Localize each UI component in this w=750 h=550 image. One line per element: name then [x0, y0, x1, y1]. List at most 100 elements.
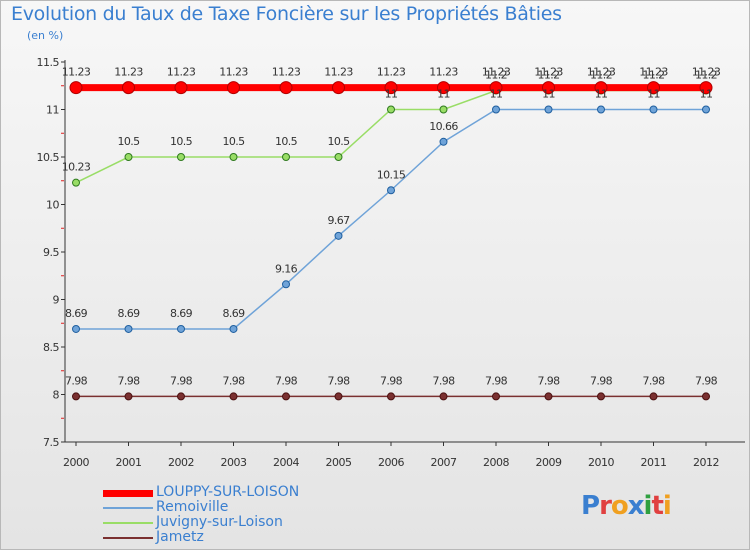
data-point — [282, 280, 290, 289]
data-point — [544, 392, 553, 401]
data-label: 11.2 — [590, 69, 612, 82]
x-tick-label: 2010 — [588, 456, 614, 469]
data-point — [544, 105, 553, 114]
data-label: 11.23 — [272, 66, 301, 79]
data-label: 8.69 — [170, 307, 193, 320]
data-point — [649, 105, 658, 114]
data-label: 8.69 — [222, 307, 245, 320]
legend-swatch — [103, 537, 153, 539]
logo-letter: i — [643, 491, 653, 521]
data-point — [334, 231, 343, 240]
data-point — [69, 81, 83, 95]
data-label: 11.23 — [692, 66, 721, 79]
data-label: 11.23 — [167, 66, 196, 79]
data-point — [229, 392, 238, 401]
data-label: 7.98 — [117, 374, 140, 387]
data-label: 11.23 — [324, 66, 353, 79]
data-point — [387, 392, 395, 401]
data-label: 7.98 — [327, 374, 350, 387]
data-point — [387, 105, 395, 114]
data-label: 11 — [385, 88, 398, 101]
y-tick-label: 11 — [46, 104, 59, 117]
data-point — [492, 105, 500, 114]
logo-letter: t — [651, 491, 663, 521]
y-tick-label: 8.5 — [43, 341, 59, 354]
data-label: 11 — [647, 88, 660, 101]
data-label: 10.15 — [377, 168, 406, 181]
data-label: 7.98 — [590, 374, 613, 387]
data-point — [227, 81, 240, 95]
data-point — [229, 324, 238, 333]
data-point — [702, 105, 710, 114]
proxiti-logo: Proxiti — [581, 491, 672, 521]
data-point — [542, 81, 555, 95]
data-point — [439, 105, 448, 114]
y-tick-label: 11.5 — [37, 56, 60, 69]
data-point — [647, 81, 660, 95]
data-label: 7.98 — [275, 374, 298, 387]
data-label: 11.23 — [62, 66, 91, 79]
data-point — [594, 81, 608, 95]
data-label: 11.23 — [219, 66, 248, 79]
data-point — [72, 324, 80, 333]
y-tick-label: 10.5 — [37, 151, 60, 164]
data-label: 11.23 — [534, 66, 563, 79]
data-point — [439, 392, 448, 401]
y-tick-label: 10 — [46, 199, 59, 212]
data-point — [702, 392, 710, 401]
data-label: 10.5 — [327, 135, 350, 148]
data-point — [282, 153, 290, 161]
data-label: 9.67 — [327, 214, 350, 227]
data-point — [387, 186, 395, 195]
x-tick-label: 2012 — [693, 456, 719, 469]
legend-label: Juvigny-sur-Loison — [156, 514, 283, 530]
legend-label: LOUPPY-SUR-LOISON — [156, 484, 300, 500]
data-point — [177, 153, 185, 161]
data-label: 11 — [700, 88, 713, 101]
data-point — [334, 392, 343, 401]
data-label: 8.69 — [117, 307, 140, 320]
data-label: 7.98 — [170, 374, 193, 387]
data-point — [177, 392, 185, 401]
legend-label: Remoiville — [156, 499, 229, 515]
data-label: 7.98 — [695, 374, 718, 387]
data-point — [72, 178, 80, 187]
data-point — [122, 81, 135, 95]
x-tick-label: 2000 — [63, 456, 89, 469]
data-label: 7.98 — [485, 374, 508, 387]
logo-letter: P — [581, 491, 600, 521]
data-point — [597, 105, 605, 114]
data-label: 11.23 — [114, 66, 143, 79]
data-label: 10.66 — [429, 120, 458, 133]
data-label: 9.16 — [275, 262, 298, 275]
data-point — [174, 81, 188, 95]
data-label: 7.98 — [432, 374, 455, 387]
data-point — [72, 392, 80, 401]
data-point — [437, 81, 450, 95]
data-point — [124, 392, 133, 401]
chart-subtitle: (en %) — [27, 29, 64, 42]
y-tick-label: 9 — [53, 294, 60, 307]
y-tick-label: 9.5 — [43, 246, 59, 259]
data-label: 10.5 — [275, 135, 298, 148]
data-point — [489, 81, 503, 95]
data-point — [597, 392, 605, 401]
legend-swatch — [103, 522, 153, 524]
data-point — [229, 153, 238, 161]
data-label: 7.98 — [65, 374, 88, 387]
data-label: 11.2 — [485, 69, 507, 82]
data-point — [492, 392, 500, 401]
data-label: 11.23 — [587, 66, 616, 79]
data-label: 11 — [490, 88, 503, 101]
data-label: 10.5 — [170, 135, 193, 148]
x-tick-label: 2002 — [168, 456, 194, 469]
data-point — [332, 81, 345, 95]
data-label: 11.23 — [429, 66, 458, 79]
data-label: 8.69 — [65, 307, 88, 320]
legend-label: Jametz — [156, 529, 204, 545]
data-point — [649, 392, 658, 401]
x-tick-label: 2008 — [483, 456, 509, 469]
legend-swatch — [103, 489, 153, 497]
data-label: 10.5 — [222, 135, 245, 148]
